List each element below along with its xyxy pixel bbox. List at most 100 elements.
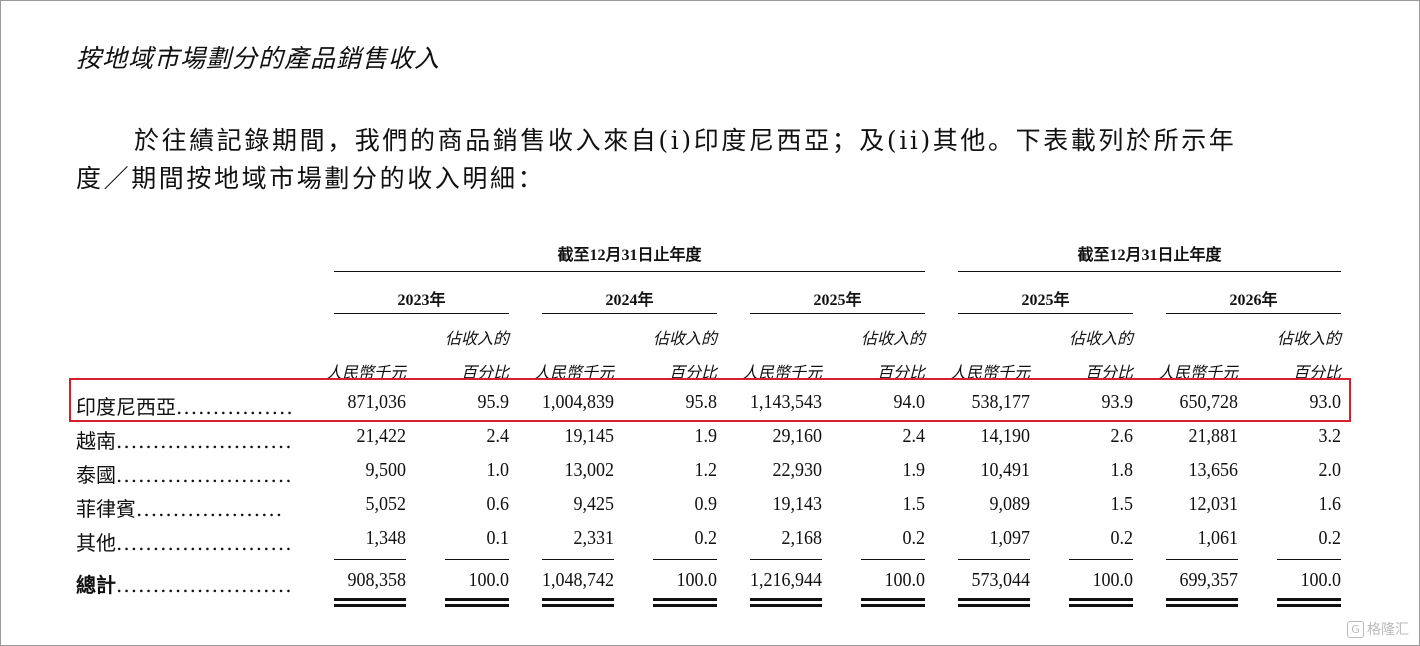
table-cell: 1.8 [1110,459,1134,481]
table-cell: 93.9 [1101,391,1134,413]
row-label-leader: ........................ [116,463,293,487]
table-cell: 2,168 [781,527,823,549]
total-cell: 100.0 [468,569,510,591]
percent-header-line2: 百分比 [876,365,925,382]
total-top-rule [1069,559,1133,560]
table-cell: 22,930 [772,459,823,481]
table-cell: 13,656 [1188,459,1239,481]
table-cell: 1.9 [902,459,926,481]
percent-header-line2: 百分比 [1292,365,1341,382]
table-cell: 2.6 [1110,425,1134,447]
amount-unit-header: 人民幣千元 [325,365,406,382]
percent-header-line1: 佔收入的 [444,331,509,348]
total-cell: 699,357 [1179,569,1239,591]
total-double-rule [1166,598,1238,607]
table-cell: 95.9 [477,391,510,413]
total-top-rule [542,559,614,560]
table-cell: 94.0 [893,391,926,413]
year-rule [1166,313,1341,314]
total-double-rule [861,598,925,607]
paragraph-line-1: 於往績記錄期間，我們的商品銷售收入來自(i)印度尼西亞；及(ii)其他。下表載列… [134,126,1237,155]
table-cell: 3.2 [1318,425,1342,447]
table-cell: 0.9 [694,493,718,515]
total-top-rule [861,559,925,560]
watermark-text: 格隆汇 [1367,622,1409,638]
percent-header-line1: 佔收入的 [652,331,717,348]
amount-unit-header: 人民幣千元 [533,365,614,382]
total-top-rule [750,559,822,560]
amount-unit-header: 人民幣千元 [1157,365,1238,382]
total-top-rule [653,559,717,560]
year-header: 2023年 [397,292,446,309]
table-cell: 0.2 [1318,527,1342,549]
total-cell: 573,044 [971,569,1031,591]
group-header-periods: 截至12月31日止年度 [1077,247,1222,264]
total-double-rule [750,598,822,607]
total-double-rule [542,598,614,607]
row-label-text: 印度尼西亞 [76,395,176,419]
year-header: 2026年 [1229,292,1278,309]
total-double-rule [1277,598,1341,607]
total-cell: 100.0 [676,569,718,591]
paragraph-line-2: 度／期間按地域市場劃分的收入明細： [76,164,546,193]
row-label: 越南........................ [76,425,293,454]
table-cell: 21,881 [1188,425,1239,447]
table-cell: 1,004,839 [542,391,614,413]
table-cell: 1.0 [486,459,510,481]
total-cell: 1,216,944 [750,569,822,591]
row-label-text: 泰國 [76,463,116,487]
percent-header-line2: 百分比 [668,365,717,382]
row-label-leader: ................ [176,395,294,419]
watermark: G 格隆汇 [1347,619,1409,639]
row-label-leader: ........................ [116,429,293,453]
total-top-rule [1166,559,1238,560]
row-label-text: 菲律賓 [76,497,136,521]
table-cell: 1,061 [1197,527,1239,549]
percent-header-line2: 百分比 [460,365,509,382]
percent-header-line1: 佔收入的 [1068,331,1133,348]
year-rule [750,313,925,314]
table-cell: 871,036 [347,391,407,413]
total-top-rule [334,559,406,560]
table-cell: 9,425 [573,493,615,515]
table-cell: 5,052 [365,493,407,515]
table-cell: 0.6 [486,493,510,515]
year-header: 2024年 [605,292,654,309]
table-cell: 95.8 [685,391,718,413]
row-label-text: 其他 [76,531,116,555]
table-cell: 538,177 [971,391,1031,413]
table-cell: 1.9 [694,425,718,447]
table-cell: 2,331 [573,527,615,549]
table-cell: 1.5 [1110,493,1134,515]
row-label-leader: .................... [136,497,284,521]
total-cell: 908,358 [347,569,407,591]
percent-header-line1: 佔收入的 [860,331,925,348]
total-cell: 1,048,742 [542,569,614,591]
table-cell: 12,031 [1188,493,1239,515]
highlight-box [69,378,1351,422]
table-cell: 0.2 [902,527,926,549]
percent-header-line2: 百分比 [1084,365,1133,382]
group-header-years: 截至12月31日止年度 [557,247,702,264]
table-cell: 1.5 [902,493,926,515]
percent-header-line1: 佔收入的 [1276,331,1341,348]
amount-unit-header: 人民幣千元 [741,365,822,382]
table-cell: 0.2 [694,527,718,549]
total-cell: 100.0 [1092,569,1134,591]
total-double-rule [653,598,717,607]
year-rule [334,313,509,314]
table-cell: 1.2 [694,459,718,481]
total-double-rule [1069,598,1133,607]
year-header: 2025年 [813,292,862,309]
row-label: 菲律賓.................... [76,493,283,522]
row-label-leader: ........................ [116,531,293,555]
table-cell: 0.1 [486,527,510,549]
year-rule [958,313,1133,314]
table-cell: 650,728 [1179,391,1239,413]
table-cell: 0.2 [1110,527,1134,549]
gelonghui-logo-icon: G [1347,620,1364,638]
total-cell: 100.0 [884,569,926,591]
section-title: 按地域市場劃分的產品銷售收入 [76,44,441,73]
table-cell: 1,143,543 [750,391,822,413]
